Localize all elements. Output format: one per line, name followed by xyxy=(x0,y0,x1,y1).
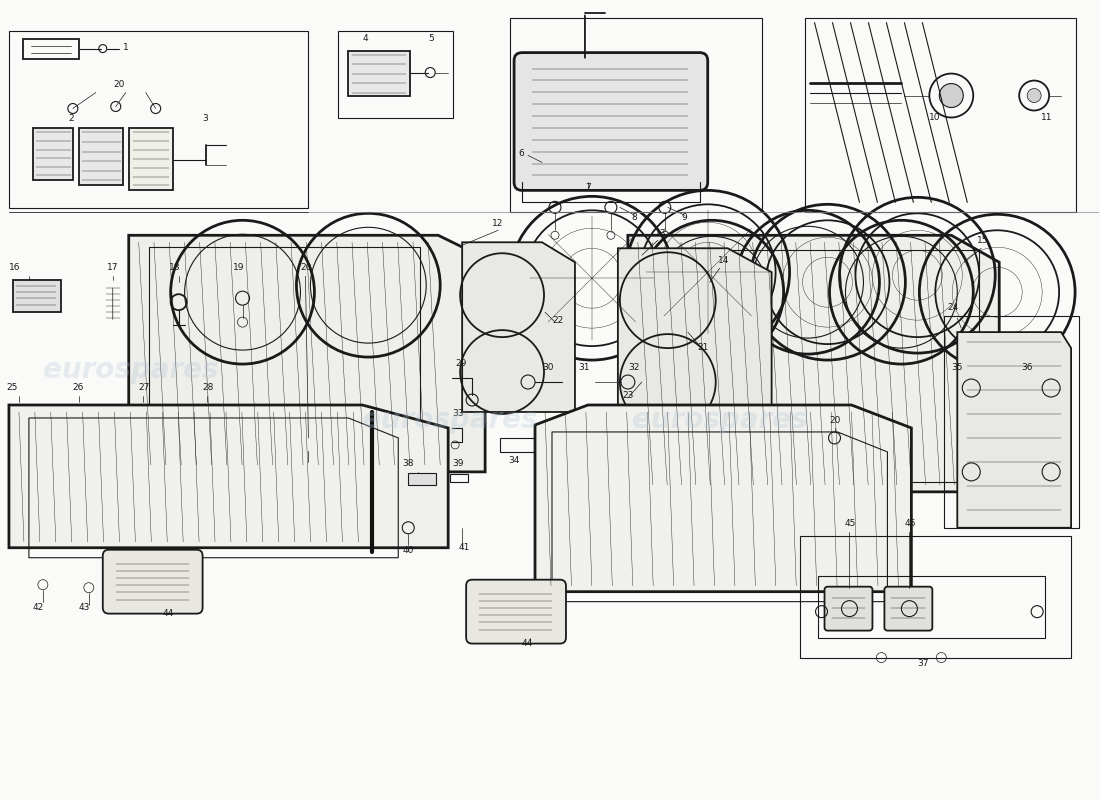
Bar xyxy=(450,474,469,482)
Text: 10: 10 xyxy=(930,114,940,122)
Text: 4: 4 xyxy=(362,34,369,42)
Text: eurospares: eurospares xyxy=(632,406,807,434)
Text: 17: 17 xyxy=(107,263,119,272)
Text: 45: 45 xyxy=(845,518,856,528)
Polygon shape xyxy=(129,235,485,472)
Text: 37: 37 xyxy=(917,658,928,667)
Text: 12: 12 xyxy=(492,219,504,228)
Text: 3: 3 xyxy=(202,114,208,123)
Text: 11: 11 xyxy=(1041,114,1053,122)
Text: 43: 43 xyxy=(79,602,90,612)
Polygon shape xyxy=(9,405,448,548)
Text: 5: 5 xyxy=(428,34,435,42)
Bar xyxy=(804,18,1076,212)
Text: 46: 46 xyxy=(904,518,916,528)
Bar xyxy=(648,250,979,482)
Bar xyxy=(500,438,535,452)
Text: 23: 23 xyxy=(621,391,634,400)
Text: 30: 30 xyxy=(542,363,553,372)
Bar xyxy=(408,473,437,485)
Text: 27: 27 xyxy=(139,383,150,392)
FancyBboxPatch shape xyxy=(825,586,872,630)
Text: 24: 24 xyxy=(947,303,958,312)
Circle shape xyxy=(1027,89,1041,102)
Text: 9: 9 xyxy=(682,214,688,222)
Text: 21: 21 xyxy=(697,343,710,352)
Polygon shape xyxy=(618,248,771,432)
Text: 26: 26 xyxy=(73,383,85,392)
Text: 22: 22 xyxy=(552,316,563,325)
FancyBboxPatch shape xyxy=(514,53,707,190)
Bar xyxy=(339,30,453,118)
Text: 7: 7 xyxy=(585,183,591,192)
Text: 2: 2 xyxy=(69,114,75,123)
FancyBboxPatch shape xyxy=(884,586,933,630)
Text: 44: 44 xyxy=(522,638,534,647)
Text: 31: 31 xyxy=(578,363,590,372)
Text: eurospares: eurospares xyxy=(362,406,538,434)
Text: 16: 16 xyxy=(9,263,21,272)
Bar xyxy=(817,576,1045,638)
Text: 25: 25 xyxy=(6,383,18,392)
Text: 6: 6 xyxy=(518,150,524,158)
Polygon shape xyxy=(462,242,575,412)
Text: 33: 33 xyxy=(452,409,464,418)
FancyBboxPatch shape xyxy=(102,550,202,614)
Bar xyxy=(510,18,761,212)
Polygon shape xyxy=(535,405,912,592)
Polygon shape xyxy=(79,129,123,186)
Text: 8: 8 xyxy=(631,214,638,222)
Bar xyxy=(800,536,1071,658)
Polygon shape xyxy=(957,332,1071,528)
Circle shape xyxy=(939,83,964,107)
Text: 40: 40 xyxy=(403,546,414,554)
Text: 29: 29 xyxy=(455,359,466,368)
Text: 15: 15 xyxy=(977,236,989,246)
Bar xyxy=(9,30,308,208)
Bar xyxy=(148,247,420,455)
Polygon shape xyxy=(349,50,410,95)
Text: 36: 36 xyxy=(1021,363,1033,372)
Text: eurospares: eurospares xyxy=(43,356,219,384)
Text: 20: 20 xyxy=(113,79,124,89)
Text: 13: 13 xyxy=(654,230,667,238)
Text: 32: 32 xyxy=(628,363,639,372)
Text: 39: 39 xyxy=(452,459,464,468)
Text: 35: 35 xyxy=(952,363,962,372)
Text: 14: 14 xyxy=(717,256,729,266)
Text: 42: 42 xyxy=(33,602,44,612)
Polygon shape xyxy=(628,235,999,492)
Text: 34: 34 xyxy=(508,456,519,465)
Text: 41: 41 xyxy=(459,542,470,552)
Text: 20: 20 xyxy=(300,263,311,272)
Text: 18: 18 xyxy=(168,263,180,272)
Text: 1: 1 xyxy=(123,42,129,52)
Bar xyxy=(944,316,1079,528)
Text: 20: 20 xyxy=(829,416,840,425)
Polygon shape xyxy=(129,129,173,190)
Polygon shape xyxy=(33,129,73,180)
FancyBboxPatch shape xyxy=(466,580,566,643)
Text: 19: 19 xyxy=(232,263,244,272)
Text: 44: 44 xyxy=(163,609,174,618)
Text: 28: 28 xyxy=(202,383,215,392)
Text: 38: 38 xyxy=(403,459,414,468)
Bar xyxy=(13,280,60,312)
